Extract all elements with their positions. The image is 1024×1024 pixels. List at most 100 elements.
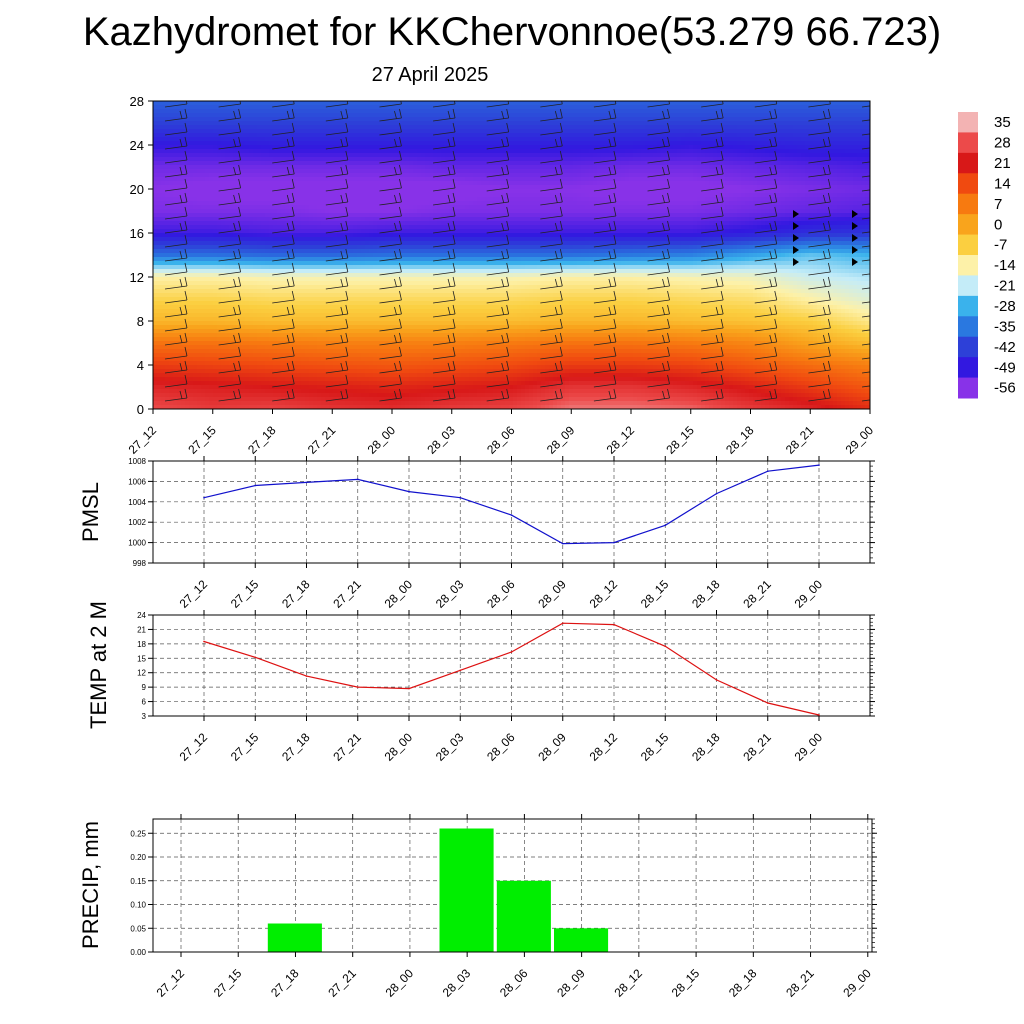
heatmap-cell — [477, 193, 482, 198]
heatmap-cell — [413, 193, 418, 198]
heatmap-cell — [389, 205, 394, 210]
heatmap-cell — [597, 157, 602, 162]
heatmap-cell — [241, 157, 246, 162]
heatmap-cell — [653, 113, 658, 118]
heatmap-cell — [517, 169, 522, 174]
heatmap-cell — [605, 157, 610, 162]
heatmap-cell — [505, 201, 510, 206]
heatmap-cell — [617, 125, 622, 130]
heatmap-cell — [549, 129, 554, 134]
heatmap-cell — [157, 157, 162, 162]
heatmap-cell — [525, 129, 530, 134]
heatmap-cell — [233, 169, 238, 174]
heatmap-cell — [769, 105, 774, 110]
heatmap-cell — [377, 169, 382, 174]
heatmap-cell — [493, 201, 498, 206]
heatmap-cell — [357, 125, 362, 130]
heatmap-cell — [705, 173, 710, 178]
heatmap-cell — [161, 141, 166, 146]
heatmap-cell — [865, 137, 870, 142]
heatmap-cell — [441, 209, 446, 214]
heatmap-cell — [789, 169, 794, 174]
heatmap-cell — [609, 165, 614, 170]
heatmap-cell — [337, 161, 342, 166]
heatmap-cell — [461, 165, 466, 170]
heatmap-cell — [829, 117, 834, 122]
heatmap-cell — [201, 109, 206, 114]
heatmap-cell — [273, 177, 278, 182]
heatmap-cell — [861, 161, 866, 166]
heatmap-cell — [657, 157, 662, 162]
heatmap-cell — [557, 161, 562, 166]
heatmap-cell — [781, 205, 786, 210]
heatmap-cell — [593, 181, 598, 186]
heatmap-cell — [857, 113, 862, 118]
heatmap-cell — [701, 133, 706, 138]
heatmap-cell — [637, 129, 642, 134]
heatmap-cell — [325, 133, 330, 138]
heatmap-cell — [333, 141, 338, 146]
heatmap-cell — [749, 169, 754, 174]
heatmap-cell — [561, 173, 566, 178]
heatmap-cell — [257, 169, 262, 174]
heatmap-cell — [225, 181, 230, 186]
heatmap-cell — [265, 153, 270, 158]
heatmap-cell — [577, 109, 582, 114]
heatmap-cell — [581, 109, 586, 114]
heatmap-cell — [697, 145, 702, 150]
heatmap-cell — [769, 137, 774, 142]
heatmap-cell — [669, 113, 674, 118]
heatmap-cell — [361, 189, 366, 194]
heatmap-cell — [525, 185, 530, 190]
heatmap-cell — [489, 133, 494, 138]
heatmap-cell — [465, 109, 470, 114]
heatmap-cell — [313, 173, 318, 178]
heatmap-cell — [193, 101, 198, 106]
heatmap-cell — [421, 193, 426, 198]
heatmap-cell — [677, 205, 682, 210]
heatmap-cell — [421, 105, 426, 110]
heatmap-cell — [617, 145, 622, 150]
heatmap-cell — [801, 189, 806, 194]
heatmap-cell — [805, 165, 810, 170]
heatmap-cell — [825, 109, 830, 114]
heatmap-cell — [629, 157, 634, 162]
heatmap-cell — [301, 193, 306, 198]
heatmap-cell — [717, 205, 722, 210]
heatmap-cell — [701, 125, 706, 130]
heatmap-cell — [573, 101, 578, 106]
heatmap-cell — [557, 113, 562, 118]
heatmap-cell — [673, 181, 678, 186]
heatmap-cell — [509, 149, 514, 154]
heatmap-cell — [653, 173, 658, 178]
heatmap-cell — [349, 169, 354, 174]
heatmap-cell — [853, 133, 858, 138]
heatmap-cell — [281, 141, 286, 146]
heatmap-cell — [737, 105, 742, 110]
heatmap-cell — [769, 189, 774, 194]
heatmap-cell — [757, 181, 762, 186]
heatmap-cell — [513, 137, 518, 142]
heatmap-cell — [317, 153, 322, 158]
heatmap-cell — [609, 205, 614, 210]
heatmap-cell — [673, 113, 678, 118]
heatmap-cell — [189, 105, 194, 110]
heatmap-cell — [777, 193, 782, 198]
heatmap-cell — [653, 105, 658, 110]
heatmap-cell — [433, 133, 438, 138]
heatmap-cell — [477, 201, 482, 206]
heatmap-cell — [533, 181, 538, 186]
heatmap-cell — [337, 137, 342, 142]
heatmap-cell — [617, 185, 622, 190]
heatmap-cell — [565, 141, 570, 146]
heatmap-cell — [501, 165, 506, 170]
heatmap-cell — [617, 205, 622, 210]
heatmap-cell — [217, 117, 222, 122]
heatmap-cell — [641, 173, 646, 178]
heatmap-cell — [545, 109, 550, 114]
heatmap-cell — [157, 209, 162, 214]
heatmap-cell — [365, 189, 370, 194]
heatmap-cell — [829, 133, 834, 138]
heatmap-cell — [653, 181, 658, 186]
heatmap-cell — [341, 197, 346, 202]
